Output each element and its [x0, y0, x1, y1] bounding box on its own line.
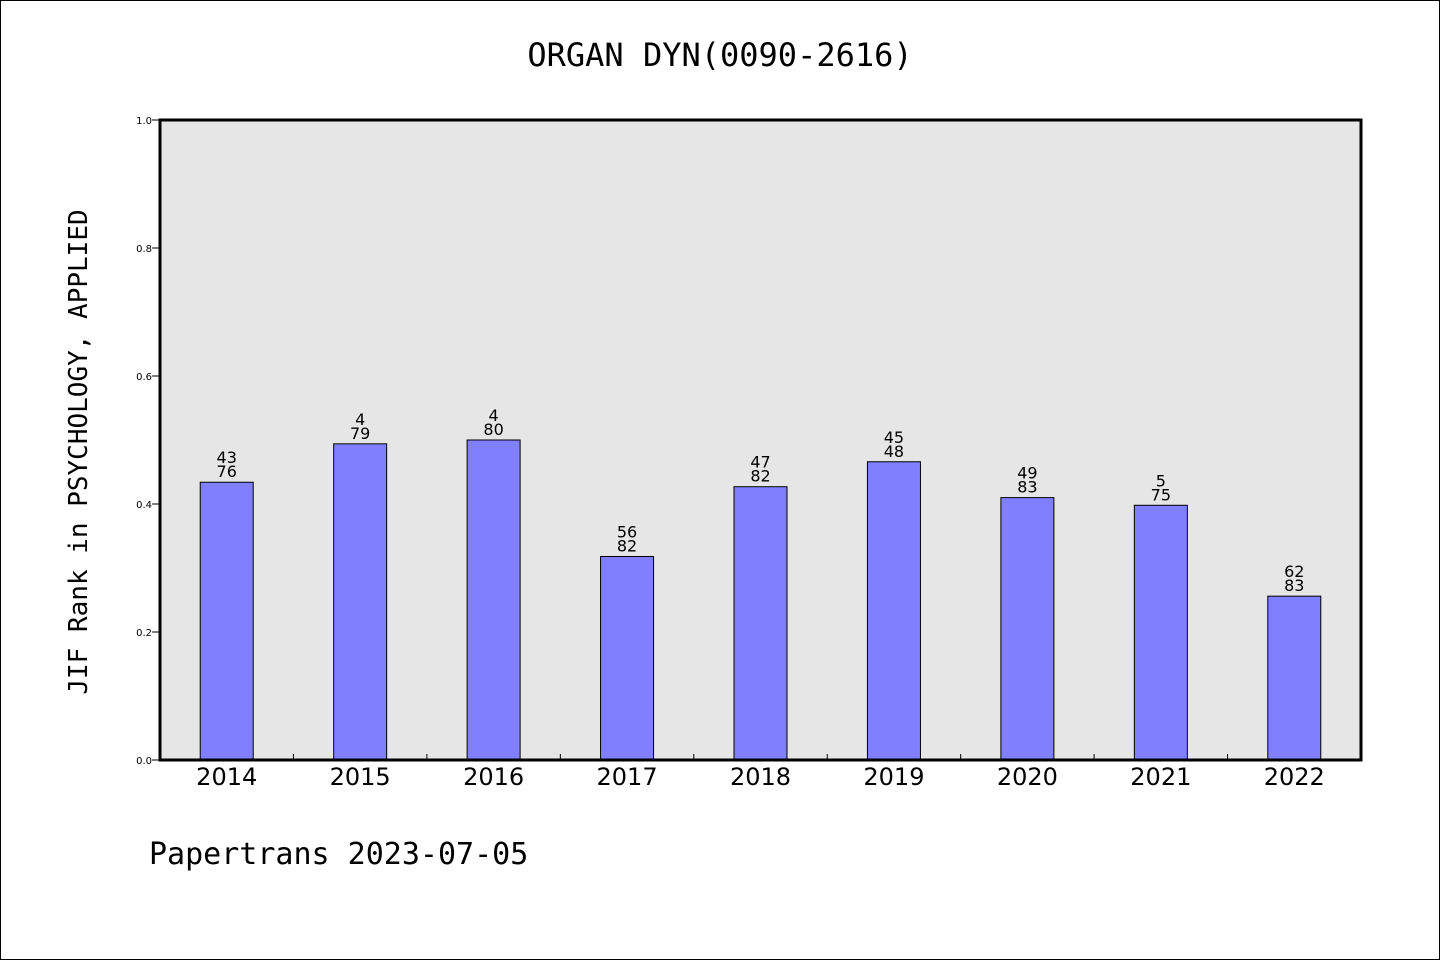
y-axis-label: JIF Rank in PSYCHOLOGY, APPLIED	[64, 209, 94, 694]
x-tick-label: 2016	[463, 763, 524, 791]
bar	[1000, 497, 1055, 761]
x-tick-label: 2022	[1264, 763, 1325, 791]
plot-border	[158, 118, 1363, 762]
bar-label-top: 4	[489, 406, 499, 425]
x-tick-label: 2014	[196, 763, 257, 791]
bar-label-bottom: 82	[617, 536, 637, 555]
bar-label-bottom: 79	[350, 424, 370, 443]
bar	[333, 443, 388, 761]
x-tick-label: 2018	[730, 763, 791, 791]
x-tick-label: 2021	[1130, 763, 1191, 791]
x-tick-label: 2019	[863, 763, 924, 791]
bar-label-bottom: 75	[1151, 485, 1171, 504]
y-tick-label: 0.2	[136, 628, 152, 639]
bar-label-top: 56	[617, 522, 637, 541]
bar-label-top: 62	[1284, 562, 1304, 581]
bar-label-top: 49	[1017, 464, 1037, 483]
y-tick-label: 0.0	[136, 756, 152, 767]
x-tick-label: 2017	[597, 763, 658, 791]
bar-label-bottom: 80	[483, 420, 503, 439]
bar-label-top: 45	[884, 428, 904, 447]
bar-label-top: 43	[217, 448, 237, 467]
bar-label-bottom: 83	[1284, 576, 1304, 595]
y-axis: 0.0 0.2 0.4 0.6 0.8 1.0	[136, 116, 160, 767]
x-tick-label: 2015	[330, 763, 391, 791]
x-axis: 2014 2015 2016 2017 2018 2019 2020 2021 2022	[196, 754, 1325, 791]
y-tick-label: 1.0	[136, 116, 152, 127]
footer-text: Papertrans 2023-07-05	[149, 837, 528, 872]
y-tick-label: 0.8	[136, 244, 152, 255]
bar-label-bottom: 82	[750, 467, 770, 486]
y-tick-label: 0.4	[136, 500, 152, 511]
chart-title: ORGAN DYN(0090-2616)	[527, 36, 912, 74]
bar-series	[199, 439, 1322, 761]
bar	[466, 439, 521, 761]
bar-label-top: 5	[1156, 471, 1166, 490]
x-tick-label: 2020	[997, 763, 1058, 791]
bar	[1133, 504, 1188, 761]
bar	[600, 555, 655, 761]
bar-label-bottom: 83	[1017, 478, 1037, 497]
bar-label-bottom: 48	[884, 442, 904, 461]
bar-label-bottom: 76	[217, 462, 237, 481]
bar	[733, 486, 788, 761]
bar	[199, 481, 254, 761]
bar-label-top: 47	[750, 453, 770, 472]
bar-label-top: 4	[355, 410, 365, 429]
y-tick-label: 0.6	[136, 372, 152, 383]
bar	[1267, 595, 1322, 761]
bar	[866, 461, 921, 761]
